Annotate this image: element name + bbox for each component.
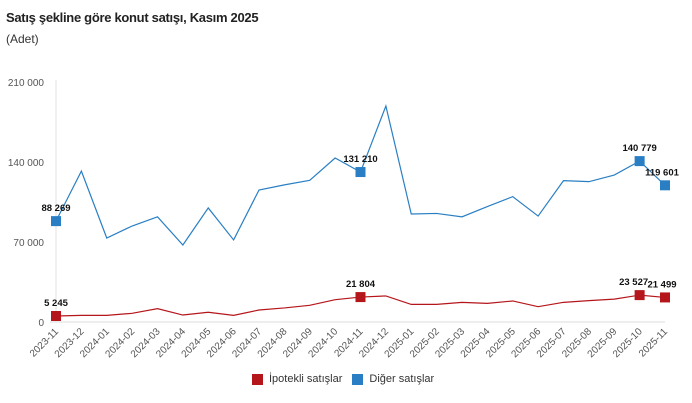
data-marker-diger — [660, 180, 670, 191]
y-tick-label: 140 000 — [8, 158, 45, 169]
data-label-diger: 88 269 — [41, 203, 70, 214]
y-tick-label: 210 000 — [8, 78, 45, 89]
data-marker-ipotekli — [634, 290, 645, 301]
data-label-diger: 140 779 — [622, 143, 656, 154]
data-marker-ipotekli — [51, 311, 61, 322]
legend-item-diger[interactable]: Diğer satışlar — [352, 373, 434, 385]
data-label-diger: 119 601 — [645, 167, 680, 178]
data-label-ipotekli: 23 527 — [619, 277, 648, 288]
data-label-ipotekli: 21 499 — [647, 279, 676, 290]
chart-title: Satış şekline göre konut satışı, Kasım 2… — [6, 10, 259, 25]
data-marker-diger — [355, 167, 366, 178]
legend: İpotekli satışlar Diğer satışlar — [252, 373, 434, 385]
x-tick-label: 2025-11 — [637, 326, 671, 360]
legend-label-diger: Diğer satışlar — [369, 373, 435, 385]
data-marker-diger — [634, 156, 645, 167]
data-marker-ipotekli — [660, 292, 670, 303]
legend-swatch-diger — [352, 373, 364, 385]
data-marker-diger — [51, 216, 61, 227]
chart-subtitle: (Adet) — [6, 32, 39, 46]
legend-label-ipotekli: İpotekli satışlar — [269, 373, 343, 385]
legend-swatch-ipotekli — [252, 373, 263, 385]
data-label-diger: 131 210 — [343, 154, 377, 165]
legend-item-ipotekli[interactable]: İpotekli satışlar — [252, 373, 342, 385]
data-label-ipotekli: 5 245 — [44, 298, 68, 309]
y-tick-label: 0 — [38, 318, 44, 329]
y-tick-label: 70 000 — [13, 238, 44, 249]
data-marker-ipotekli — [355, 292, 366, 303]
data-label-ipotekli: 21 804 — [346, 279, 376, 290]
